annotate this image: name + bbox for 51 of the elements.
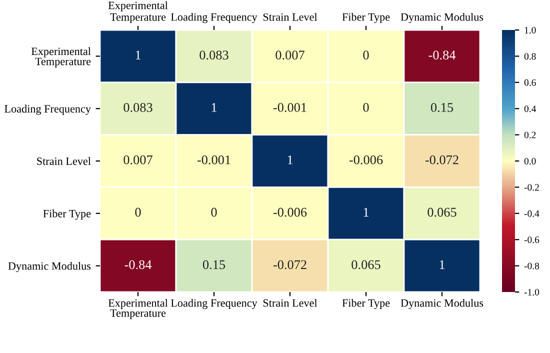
color-bar-label: -0.6 xyxy=(524,236,540,244)
color-bar-label: 0.0 xyxy=(524,158,536,165)
data-label: -0.84 xyxy=(428,50,456,60)
data-label: -0.072 xyxy=(425,155,458,164)
y-tick-label: Fiber Type xyxy=(43,210,91,220)
data-label: 0 xyxy=(135,208,141,217)
category-label: Loading Frequency xyxy=(170,12,258,24)
data-label: 0.083 xyxy=(200,50,228,60)
color-bar-label: 0.6 xyxy=(524,79,536,86)
data-label: 0 xyxy=(211,208,217,217)
data-label: 1 xyxy=(288,155,293,164)
data-label: -0.001 xyxy=(197,155,230,164)
color-bar-label: 1.0 xyxy=(524,26,536,34)
data-label: -0.001 xyxy=(273,103,306,112)
color-bar-label: -0.4 xyxy=(524,210,540,217)
data-label: 0.007 xyxy=(276,50,304,60)
data-label: 0.007 xyxy=(124,155,152,164)
color-bar-label: 0.8 xyxy=(524,53,536,60)
y-tick-label: Dynamic Modulus xyxy=(8,262,91,272)
data-label: -0.072 xyxy=(273,260,306,270)
x-tick-label: Strain Level xyxy=(263,298,318,307)
data-label: 0.065 xyxy=(428,208,456,217)
x-tick-label: Fiber Type xyxy=(342,298,390,310)
x-tick-label: Loading Frequency xyxy=(170,298,258,310)
data-label: 1 xyxy=(136,50,141,60)
data-label: 0.065 xyxy=(352,260,380,270)
data-label: 0.15 xyxy=(430,103,454,112)
data-label: -0.84 xyxy=(124,260,152,270)
y-tick-label: Loading Frequency xyxy=(4,104,91,115)
color-bar-label: -0.2 xyxy=(524,184,539,191)
data-label: 1 xyxy=(364,208,369,217)
data-label: -0.006 xyxy=(273,208,307,217)
data-label: 0 xyxy=(363,103,369,112)
data-label: 0.083 xyxy=(124,103,152,112)
category-label: Strain Level xyxy=(263,12,318,21)
color-bar-label: 0.4 xyxy=(524,106,536,112)
x-tick-label: Experimental Temperature xyxy=(108,298,168,320)
data-label: 1 xyxy=(212,103,217,112)
category-label: Dynamic Modulus xyxy=(400,12,484,24)
color-bar-label: 0.2 xyxy=(524,132,536,138)
category-label: Fiber Type xyxy=(342,12,390,24)
y-tick-label: Experimental Temperature xyxy=(31,47,91,68)
data-label: 0.15 xyxy=(202,260,226,270)
data-label: -0.006 xyxy=(349,155,383,164)
data-label: 0 xyxy=(363,50,369,60)
y-tick-label: Strain Level xyxy=(37,157,91,165)
color-bar-label: -0.8 xyxy=(524,262,540,270)
category-label: Experimental Temperature xyxy=(108,1,168,24)
color-bar-label: -1.0 xyxy=(524,288,540,296)
x-tick-label: Dynamic Modulus xyxy=(400,298,484,310)
data-label: 1 xyxy=(440,260,445,269)
